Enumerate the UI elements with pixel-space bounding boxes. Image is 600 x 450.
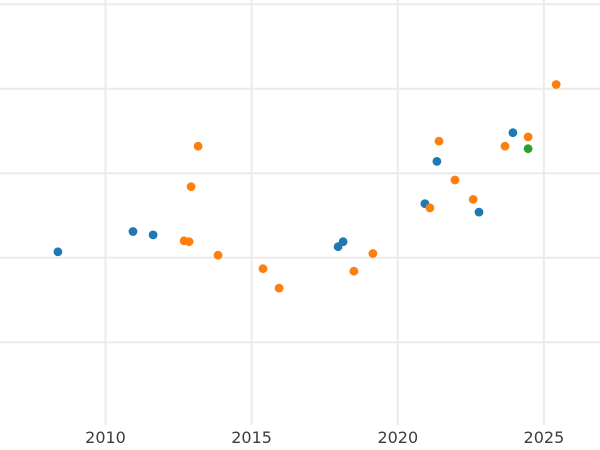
series-orange-point [450, 175, 460, 185]
series-blue-point [53, 247, 63, 257]
series-green-point [523, 144, 533, 154]
series-orange-point [186, 182, 196, 192]
series-orange-point [551, 80, 561, 89]
x-axis-tick-label: 2010 [85, 428, 126, 447]
series-orange-point [193, 141, 203, 151]
x-axis-tick-label: 2025 [524, 428, 565, 447]
series-orange-point [349, 266, 359, 276]
series-orange-point [368, 249, 378, 258]
series-orange-point [468, 195, 478, 204]
series-blue-point [148, 230, 158, 240]
series-orange-point [500, 141, 510, 151]
series-orange-point [425, 203, 435, 213]
series-orange-point [184, 237, 194, 247]
series-orange-point [523, 132, 533, 142]
series-blue-point [474, 207, 484, 217]
x-axis-tick-label: 2020 [377, 428, 418, 447]
series-blue-point [338, 237, 348, 247]
series-orange-point [213, 250, 223, 260]
series-orange-point [274, 283, 284, 293]
series-orange-point [258, 264, 268, 274]
series-blue-point [128, 227, 138, 236]
series-orange-point [434, 136, 444, 146]
series-blue-point [508, 128, 518, 138]
x-axis-tick-label: 2015 [231, 428, 272, 447]
series-blue-point [432, 157, 442, 166]
